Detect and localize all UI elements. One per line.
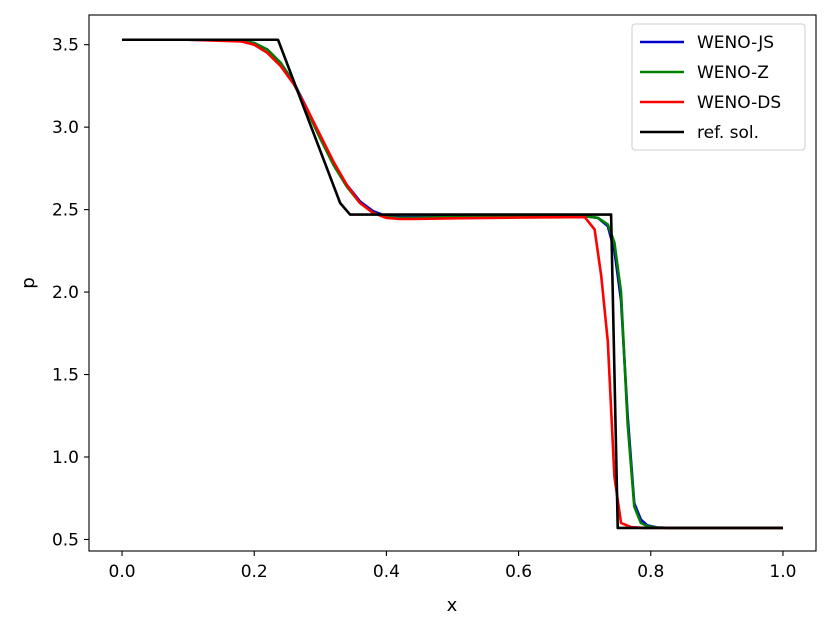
- x-tick-label: 0.4: [373, 562, 400, 582]
- y-axis: 0.5 1.0 1.5 2.0 2.5 3.0 3.5: [52, 36, 89, 550]
- legend-label: WENO-DS: [697, 93, 781, 113]
- y-tick-label: 1.5: [52, 366, 79, 386]
- legend-label: WENO-JS: [697, 33, 774, 53]
- x-tick-label: 1.0: [769, 562, 796, 582]
- y-tick-label: 0.5: [52, 530, 79, 550]
- y-axis-label: p: [18, 277, 39, 288]
- x-axis: 0.0 0.2 0.4 0.6 0.8 1.0: [109, 551, 796, 582]
- y-tick-label: 3.0: [52, 118, 79, 138]
- series-layer: [122, 38, 783, 530]
- plot-frame: [88, 14, 817, 552]
- y-tick-label: 1.0: [52, 448, 79, 468]
- y-tick-label: 2.5: [52, 201, 79, 221]
- y-tick-label: 3.5: [52, 36, 79, 56]
- legend-label: ref. sol.: [697, 123, 759, 143]
- x-tick-label: 0.0: [109, 562, 136, 582]
- x-tick-label: 0.8: [637, 562, 664, 582]
- legend-label: WENO-Z: [697, 63, 769, 83]
- y-tick-label: 2.0: [52, 283, 79, 303]
- legend-box: [631, 23, 806, 151]
- series-line-ref-sol: [122, 38, 783, 530]
- x-axis-label: x: [447, 595, 458, 616]
- x-tick-label: 0.2: [241, 562, 268, 582]
- legend: WENO-JS WENO-Z WENO-DS ref. sol.: [631, 23, 806, 151]
- x-tick-label: 0.6: [505, 562, 532, 582]
